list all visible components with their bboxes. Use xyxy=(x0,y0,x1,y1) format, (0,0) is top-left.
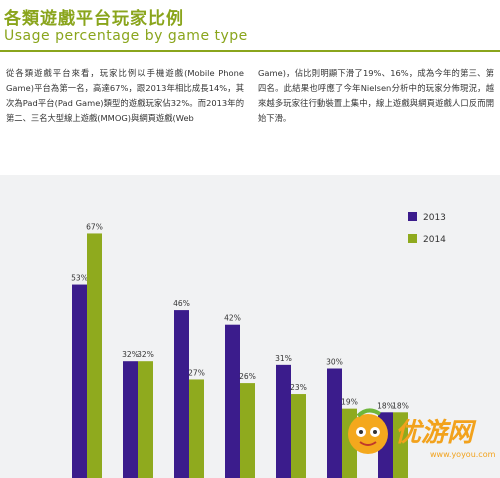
value-label-2013-3: 46% xyxy=(173,299,190,308)
bar-2013-1 xyxy=(72,284,87,478)
body-paragraph-right: Game)，佔比則明顯下滑了19%、16%，成為今年的第三、第四名。此結果也呼應… xyxy=(258,68,494,123)
value-label-2013-4: 42% xyxy=(224,314,241,323)
bar-2013-6 xyxy=(327,368,342,478)
value-label-2014-6: 19% xyxy=(341,398,358,407)
bar-2013-2 xyxy=(123,361,138,478)
value-label-2013-2: 32% xyxy=(122,350,139,359)
value-label-2013-7: 18% xyxy=(377,401,394,410)
value-label-2013-1: 53% xyxy=(71,274,88,283)
bar-2014-4 xyxy=(240,383,255,478)
bar-2014-1 xyxy=(87,233,102,478)
value-label-2014-1: 67% xyxy=(86,222,103,231)
watermark-logo: 优游网 www.yoyou.com xyxy=(340,400,500,478)
bar-chart: 53% 32% 46% 42% 31% 30% 18% 67% 32% 27% 26% 23% 19% 1… xyxy=(71,212,446,478)
legend-swatch-2014 xyxy=(408,234,417,243)
bar-2013-3 xyxy=(174,310,189,478)
bar-2014-3 xyxy=(189,379,204,478)
value-label-2013-6: 30% xyxy=(326,358,343,367)
value-label-2014-4: 26% xyxy=(239,372,256,381)
watermark-url: www.yoyou.com xyxy=(430,450,496,459)
legend-label-2013: 2013 xyxy=(423,213,446,223)
bar-2014-5 xyxy=(291,394,306,478)
bar-2013-5 xyxy=(276,364,291,478)
value-label-2014-2: 32% xyxy=(137,350,154,359)
value-label-2014-3: 27% xyxy=(188,368,205,377)
legend-swatch-2013 xyxy=(408,212,417,221)
value-label-2013-5: 31% xyxy=(275,354,292,363)
value-label-2014-7: 18% xyxy=(392,401,409,410)
bar-2014-2 xyxy=(138,361,153,478)
mascot-icon xyxy=(348,408,388,454)
page-subtitle: Usage percentage by game type xyxy=(4,28,248,44)
watermark-text: 优游网 xyxy=(395,418,474,448)
body-paragraph-left: 從各類遊戲平台來看，玩家比例以手機遊戲(Mobile Phone Game)平台… xyxy=(6,68,244,123)
legend-label-2014: 2014 xyxy=(423,235,446,245)
bar-2014-7 xyxy=(393,412,408,478)
title-divider xyxy=(0,50,500,52)
page-title: 各類遊戲平台玩家比例 xyxy=(4,9,184,29)
value-label-2014-5: 23% xyxy=(290,383,307,392)
bar-2013-4 xyxy=(225,324,240,478)
